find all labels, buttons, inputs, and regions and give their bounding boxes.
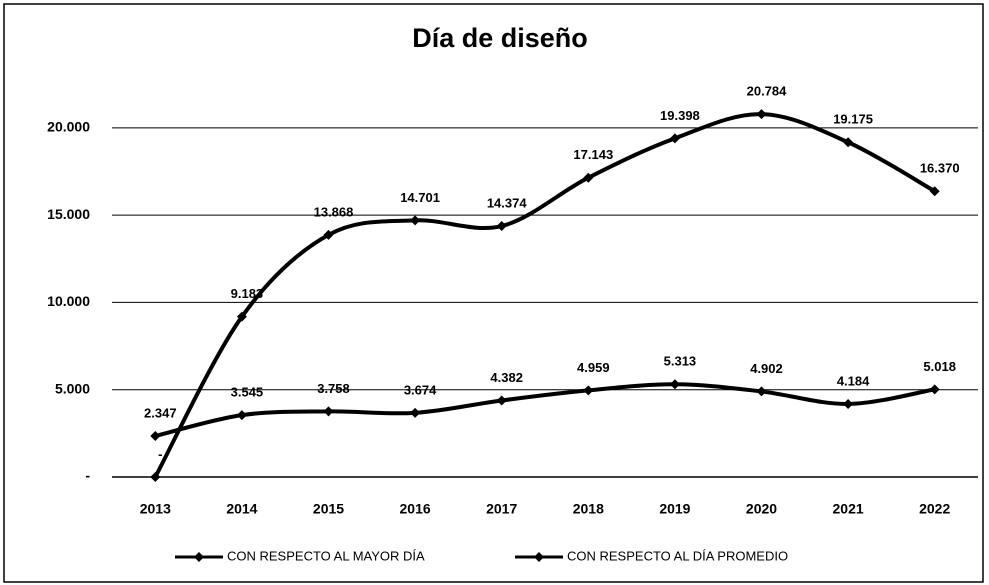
point-marker [323,229,334,240]
point-marker [669,133,680,144]
data-label: 13.868 [314,204,354,219]
data-label: 20.784 [747,84,788,99]
legend-label: CON RESPECTO AL DÍA PROMEDIO [567,548,788,563]
data-label: 3.545 [231,385,264,400]
point-marker [583,385,594,396]
point-marker [236,410,247,421]
x-tick-label: 2013 [140,501,171,517]
y-tick-label: 5.000 [55,380,90,396]
legend-marker [534,552,544,562]
x-tick-label: 2018 [573,501,604,517]
x-tick-label: 2021 [833,501,864,517]
point-marker [583,172,594,183]
point-marker [756,386,767,397]
point-marker [150,472,161,482]
point-marker [929,186,940,197]
x-tick-label: 2016 [400,501,431,517]
point-marker [410,215,421,226]
point-marker [929,384,940,395]
data-label: 9.183 [231,286,264,301]
data-label: 3.674 [404,382,437,397]
legend-label: CON RESPECTO AL MAYOR DÍA [227,548,425,563]
data-label: 5.018 [923,359,956,374]
data-label: 4.959 [577,360,610,375]
point-marker [496,395,507,406]
x-tick-label: 2019 [659,501,690,517]
x-tick-label: 2015 [313,501,344,517]
x-tick-label: 2022 [919,501,950,517]
x-tick-label: 2014 [226,501,257,517]
data-label: - [158,446,162,461]
data-label: 2.347 [144,405,177,420]
point-marker [756,109,767,120]
data-label: 4.902 [750,361,783,376]
y-tick-label: - [85,468,90,484]
point-marker [236,311,247,322]
data-label: 4.184 [837,373,870,388]
data-label: 3.758 [317,381,350,396]
point-marker [323,406,334,417]
data-label: 14.701 [400,190,440,205]
y-tick-label: 20.000 [47,119,90,135]
data-label: 4.382 [490,370,523,385]
point-marker [496,221,507,232]
data-label: 19.175 [833,112,873,127]
x-tick-label: 2020 [746,501,777,517]
y-tick-label: 15.000 [47,206,90,222]
data-label: 5.313 [664,354,697,369]
chart-title: Día de diseño [412,23,588,53]
point-marker [669,379,680,390]
chart-border [3,3,984,583]
point-marker [410,407,421,418]
series-line [154,382,936,438]
data-label: 14.374 [487,195,528,210]
data-label: 16.370 [920,161,960,176]
y-tick-label: 10.000 [47,293,90,309]
point-marker [843,398,854,409]
data-label: 17.143 [573,147,613,162]
point-marker [150,431,161,442]
x-tick-label: 2017 [486,501,517,517]
series-line [153,112,936,478]
point-marker [843,137,854,148]
data-label: 19.398 [660,108,700,123]
legend-marker [194,552,204,562]
